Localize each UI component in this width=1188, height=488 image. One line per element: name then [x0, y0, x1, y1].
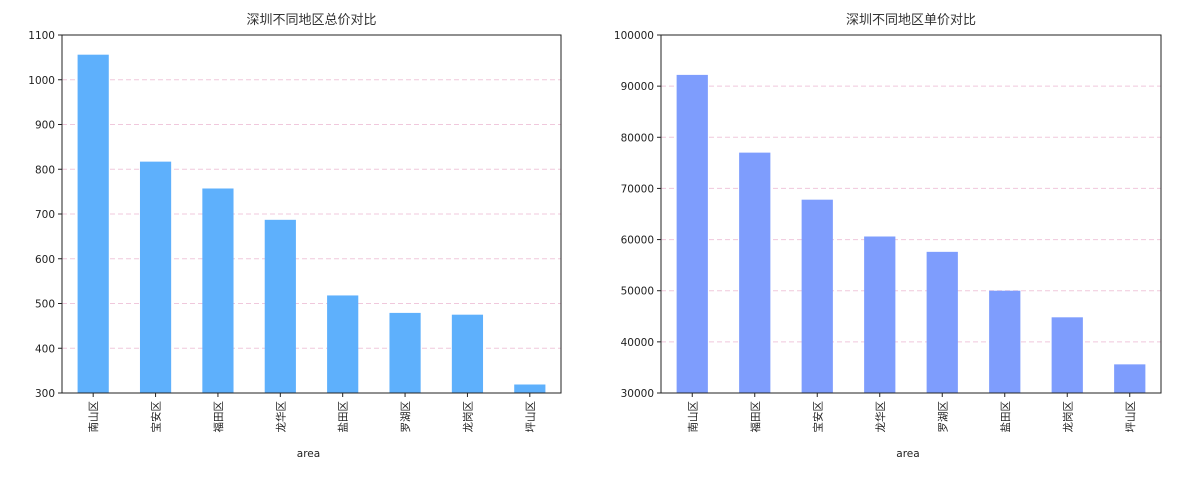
unit-ytick-label: 100000: [614, 30, 654, 42]
total-xtick-label: 坪山区: [524, 401, 537, 433]
total-price-chart: 深圳不同地区总价对比 300 400 500 600 700 800 900 1000 1100 南…: [28, 13, 562, 460]
unit-ytick-label: 30000: [621, 388, 654, 400]
total-x-axis-label: area: [297, 448, 320, 460]
unit-x-axis-label: area: [896, 448, 919, 460]
total-ytick-label: 1000: [28, 75, 55, 87]
unit-bar-0: [676, 74, 708, 394]
total-ytick-label: 800: [35, 164, 55, 176]
total-xtick-label: 龙华区: [274, 401, 287, 433]
unit-xtick-label: 龙华区: [874, 401, 887, 433]
total-xtick-label: 宝安区: [150, 401, 163, 433]
total-xtick-label: 罗湖区: [400, 401, 412, 433]
total-ytick-label: 1100: [28, 30, 55, 42]
unit-xtick-label: 坪山区: [1124, 401, 1137, 433]
total-ytick-label: 700: [35, 209, 55, 221]
unit-xtick-label: 南山区: [686, 401, 699, 433]
unit-ytick-label: 70000: [621, 183, 654, 195]
total-ytick-label: 300: [35, 388, 55, 400]
total-xtick-label: 南山区: [87, 401, 100, 433]
unit-bar-1: [739, 152, 771, 393]
unit-bar-6: [1051, 317, 1083, 393]
total-xtick-label: 福田区: [212, 401, 225, 433]
total-ytick-label: 900: [35, 120, 55, 132]
total-bar-5: [389, 312, 421, 393]
unit-price-chart: 深圳不同地区单价对比 30000 40000 50000 60000 70000 80000…: [614, 13, 1162, 460]
unit-bar-4: [926, 251, 958, 393]
unit-xtick-label: 龙岗区: [1061, 401, 1074, 433]
total-ytick-label: 400: [35, 343, 55, 355]
total-bar-6: [451, 314, 484, 393]
unit-ytick-label: 90000: [621, 81, 654, 93]
total-bar-0: [77, 54, 109, 393]
unit-chart-title: 深圳不同地区单价对比: [846, 13, 976, 28]
total-bar-4: [327, 295, 359, 393]
total-xtick-label: 盐田区: [337, 401, 350, 433]
unit-bar-2: [801, 199, 833, 393]
unit-plot-frame: [660, 34, 1162, 394]
total-chart-title: 深圳不同地区总价对比: [246, 13, 376, 28]
total-bar-7: [514, 384, 546, 393]
unit-xtick-label: 福田区: [749, 401, 762, 433]
unit-ytick-label: 80000: [621, 132, 654, 144]
unit-xtick-label: 罗湖区: [937, 401, 949, 433]
total-bar-3: [264, 219, 296, 393]
unit-xtick-label: 宝安区: [811, 401, 824, 433]
unit-ytick-label: 50000: [621, 286, 654, 298]
total-ytick-label: 600: [35, 254, 55, 266]
unit-bar-3: [864, 236, 896, 393]
total-bar-2: [202, 188, 234, 393]
unit-bar-5: [989, 290, 1021, 393]
total-bar-1: [139, 161, 172, 393]
unit-xtick-label: 盐田区: [999, 401, 1012, 433]
unit-bar-7: [1114, 364, 1146, 393]
total-ytick-label: 500: [35, 299, 55, 311]
total-xtick-label: 龙岗区: [461, 401, 474, 433]
unit-ytick-label: 60000: [621, 235, 654, 247]
unit-ytick-label: 40000: [621, 337, 654, 349]
